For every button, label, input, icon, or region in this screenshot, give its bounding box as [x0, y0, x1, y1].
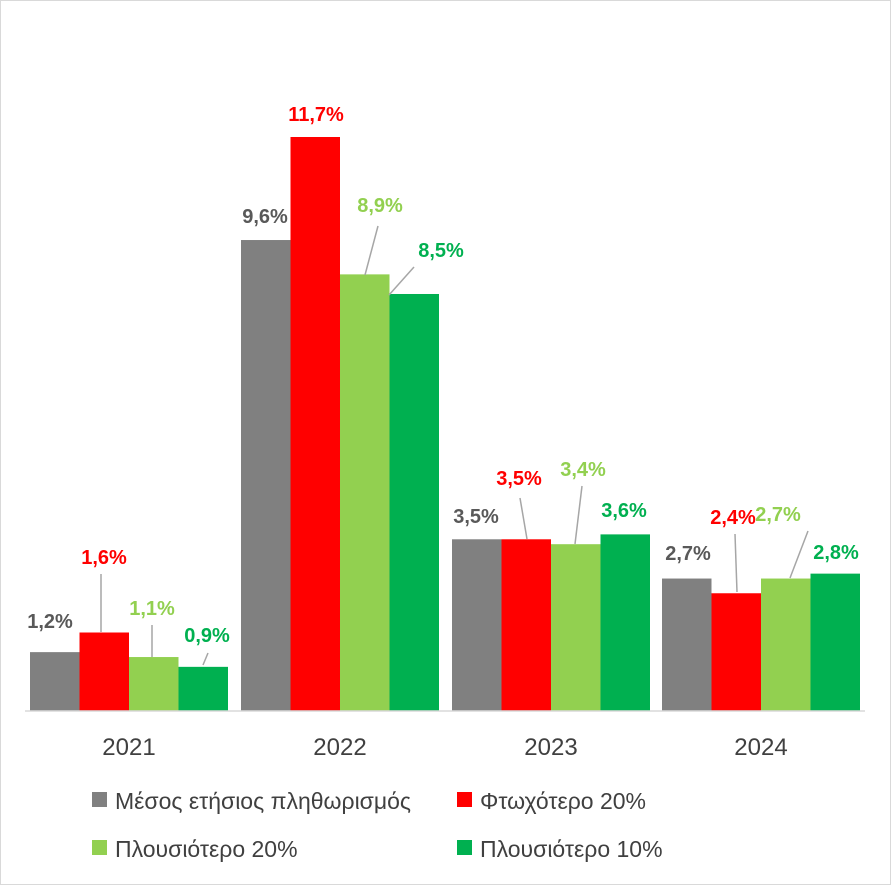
bar-2021-series-2 [79, 632, 129, 711]
data-label-2024-series-4: 2,8% [813, 542, 859, 564]
bar-2021-series-4 [178, 666, 228, 711]
category-labels-group: 2021 2022 2023 2024 [102, 734, 787, 761]
category-label-2022: 2022 [313, 734, 366, 761]
data-label-2022-series-3: 8,9% [357, 195, 403, 217]
legend-label-4: Πλουσιότερο 10% [480, 836, 663, 862]
legend-label-1: Μέσος ετήσιος πληθωρισμός [115, 788, 411, 814]
data-label-2022-series-4: 8,5% [418, 240, 464, 262]
legend-label-3: Πλουσιότερο 20% [115, 836, 298, 862]
leader-line-2022-series-4 [388, 266, 415, 296]
data-label-2023-series-4: 3,6% [601, 500, 647, 522]
data-label-2022-series-1: 9,6% [242, 206, 288, 228]
bar-2023-series-3 [551, 544, 601, 711]
leader-line-2021-series-4 [202, 652, 209, 666]
data-label-2023-series-3: 3,4% [560, 459, 606, 481]
legend-swatch-4 [457, 840, 472, 855]
leader-lines-group [100, 225, 809, 666]
leader-line-2024-series-3 [789, 530, 809, 579]
data-label-2024-series-3: 2,7% [755, 504, 801, 526]
data-label-2023-series-1: 3,5% [453, 506, 499, 528]
legend-swatch-3 [92, 840, 107, 855]
legend: Μέσος ετήσιος πληθωρισμός Φτωχότερο 20% Πλ… [92, 788, 663, 862]
data-label-2021-series-2: 1,6% [81, 547, 127, 569]
data-label-2021-series-4: 0,9% [184, 625, 230, 647]
bar-2024-series-3 [761, 578, 811, 711]
leader-line-2023-series-3 [574, 485, 583, 545]
bar-2024-series-4 [810, 573, 860, 711]
category-label-2023: 2023 [524, 734, 577, 761]
bar-2023-series-1 [452, 539, 502, 711]
legend-label-2: Φτωχότερο 20% [480, 788, 646, 814]
bars-group [30, 137, 860, 711]
leader-line-2024-series-2 [734, 533, 738, 593]
legend-swatch-2 [457, 792, 472, 807]
data-labels-group: 1,2% 1,6% 1,1% 0,9% 9,6% 11,7% 8,9% 8,5% 3,5% 3,5… [27, 104, 859, 647]
bar-2023-series-4 [600, 534, 650, 711]
data-label-2024-series-2: 2,4% [710, 507, 756, 529]
leader-line-2022-series-3 [364, 225, 379, 276]
bar-2022-series-2 [290, 137, 340, 711]
bar-2021-series-3 [129, 657, 179, 711]
leader-line-2023-series-1 [519, 497, 528, 540]
bar-2024-series-2 [711, 593, 761, 711]
bar-2022-series-3 [340, 274, 390, 711]
bar-2022-series-1 [241, 240, 291, 711]
bar-2023-series-2 [501, 539, 551, 711]
bar-2021-series-1 [30, 652, 80, 711]
data-label-2024-series-1: 2,7% [665, 543, 711, 565]
data-label-2021-series-3: 1,1% [129, 598, 175, 620]
category-label-2024: 2024 [734, 734, 787, 761]
legend-swatch-1 [92, 792, 107, 807]
data-label-2023-series-2: 3,5% [496, 468, 542, 490]
category-label-2021: 2021 [102, 734, 155, 761]
data-label-2021-series-1: 1,2% [27, 611, 73, 633]
data-label-2022-series-2: 11,7% [288, 104, 344, 126]
bar-2022-series-4 [389, 293, 439, 711]
bar-2024-series-1 [662, 578, 712, 711]
